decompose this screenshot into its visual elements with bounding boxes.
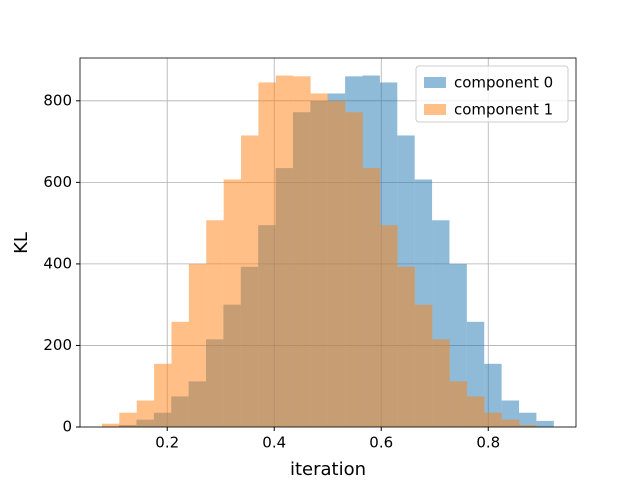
bar [519,424,537,427]
bar [275,75,294,428]
y-tick-label: 0 [62,418,72,436]
bar [536,420,554,427]
legend-label: component 0 [454,74,553,92]
x-tick-label: 0.6 [369,434,393,452]
bar [171,321,189,427]
y-tick-label: 800 [43,91,72,109]
x-tick-label: 0.8 [476,434,500,452]
bar [258,82,276,428]
bar [206,220,224,427]
bar [449,381,468,427]
bar [310,93,328,427]
bar [101,423,120,427]
y-tick-label: 400 [43,254,72,272]
bar [362,168,381,428]
bar [328,100,346,427]
bar [154,363,172,427]
y-axis-label: KL [11,232,32,254]
bar [432,339,450,427]
bar [397,266,415,427]
bar [119,412,137,427]
bar [484,412,502,427]
bar [241,135,259,428]
x-tick-label: 0.2 [155,434,179,452]
bar [467,396,485,427]
legend-box [415,65,569,123]
bar [501,419,520,427]
legend: component 0 component 1 [415,65,569,123]
y-tick-label: 200 [43,336,72,354]
bar [223,179,242,427]
legend-swatch [424,104,446,115]
bar [136,400,155,427]
legend-swatch [424,77,446,88]
x-axis-label: iteration [290,459,366,480]
bar [380,225,398,427]
bar [188,263,207,427]
x-tick-label: 0.4 [262,434,286,452]
bar [519,412,537,427]
bar [414,304,433,427]
plot-frame [79,57,577,428]
legend-label: component 1 [454,101,553,119]
bar [484,363,502,427]
bar [345,112,363,427]
bar [293,76,311,427]
y-tick-label: 600 [43,173,72,191]
